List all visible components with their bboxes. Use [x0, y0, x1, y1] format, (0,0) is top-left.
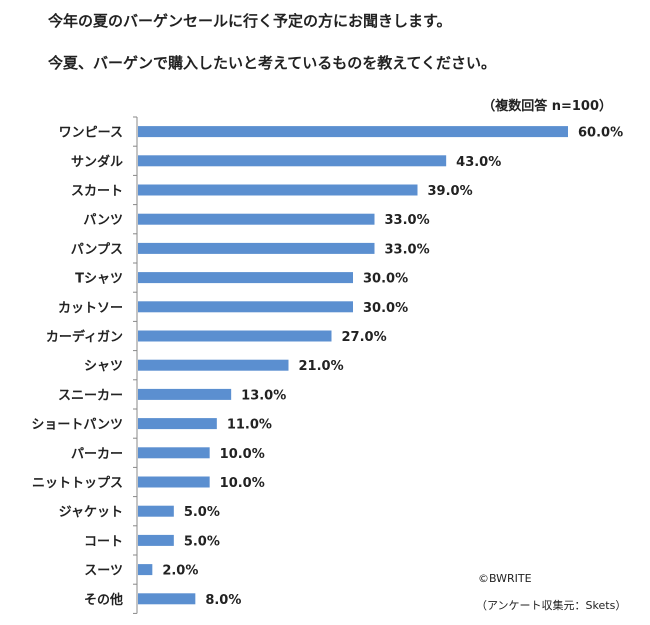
value-label: 33.0% — [385, 242, 430, 257]
value-label: 27.0% — [342, 330, 387, 345]
value-label: 13.0% — [241, 388, 286, 403]
category-label: その他 — [84, 592, 123, 608]
value-label: 30.0% — [363, 272, 408, 287]
category-label: カーディガン — [46, 329, 123, 345]
source-text: （アンケート収集元：Skets） — [476, 599, 627, 612]
value-label: 33.0% — [385, 213, 430, 228]
value-label: 43.0% — [456, 155, 501, 170]
category-label: パーカー — [71, 447, 123, 462]
bar — [138, 418, 217, 430]
bar — [138, 593, 196, 605]
category-label: コート — [84, 534, 123, 549]
category-label: ニットトップス — [32, 476, 123, 491]
category-label: サンダル — [71, 154, 123, 170]
category-label: ワンピース — [59, 126, 123, 141]
value-label: 60.0% — [578, 126, 623, 141]
category-label: カットソー — [58, 301, 123, 316]
category-label: ショートパンツ — [31, 418, 123, 433]
bar — [138, 301, 353, 313]
value-label: 5.0% — [184, 505, 220, 520]
bar — [138, 388, 232, 400]
category-label: スーツ — [84, 564, 123, 579]
value-label: 8.0% — [205, 593, 241, 608]
category-label: スカート — [71, 184, 123, 199]
bar — [138, 505, 174, 517]
category-label: ジャケット — [59, 505, 123, 520]
chart-title: 今年の夏のバーゲンセールに行く予定の方にお聞きします。 — [48, 12, 452, 30]
bar — [138, 242, 375, 254]
bar — [138, 184, 418, 196]
bar — [138, 213, 375, 225]
value-label: 30.0% — [363, 301, 408, 316]
bar — [138, 564, 153, 576]
value-label: 5.0% — [184, 534, 220, 549]
value-label: 2.0% — [162, 564, 198, 579]
bar — [138, 534, 174, 546]
category-label: スニーカー — [58, 388, 123, 403]
category-label: パンツ — [83, 213, 123, 228]
sample-note: （複数回答 n=100） — [482, 99, 612, 114]
value-label: 39.0% — [428, 184, 473, 199]
category-label: Tシャツ — [75, 272, 123, 287]
bar — [138, 155, 447, 167]
chart-subtitle: 今夏、バーゲンで購入したいと考えているものを教えてください。 — [48, 54, 497, 72]
bar — [138, 126, 568, 138]
bar — [138, 447, 210, 459]
value-label: 11.0% — [227, 418, 272, 433]
value-label: 21.0% — [299, 359, 344, 374]
bar — [138, 359, 289, 371]
bar — [138, 476, 210, 488]
category-label: シャツ — [84, 359, 123, 374]
category-label: パンプス — [71, 242, 123, 257]
value-label: 10.0% — [220, 447, 265, 462]
copyright-text: ©BWRITE — [478, 572, 532, 585]
value-label: 10.0% — [220, 476, 265, 491]
bar — [138, 272, 353, 284]
bar — [138, 330, 332, 342]
